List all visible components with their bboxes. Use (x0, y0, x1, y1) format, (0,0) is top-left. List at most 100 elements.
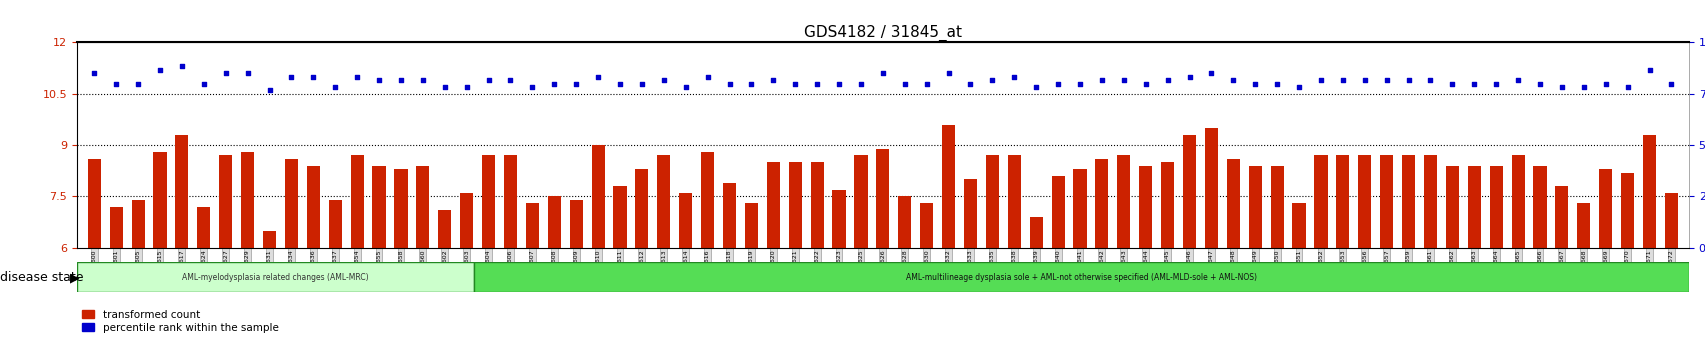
Point (124, 81, 152, 86)
Bar (483, 155, 494, 248)
Bar (109, 207, 123, 248)
Point (1395, 77, 1422, 83)
Point (1373, 77, 1400, 83)
Bar (416, 166, 430, 248)
Point (189, 81, 217, 86)
Point (1284, 84, 1311, 90)
Point (870, 70, 897, 76)
Bar (876, 149, 888, 248)
Bar (1313, 155, 1326, 248)
Bar (1664, 193, 1678, 248)
Bar (1466, 166, 1480, 248)
Point (1088, 77, 1115, 83)
Bar (329, 200, 341, 248)
Title: GDS4182 / 31845_at: GDS4182 / 31845_at (803, 25, 962, 41)
Point (957, 81, 984, 86)
Bar (1620, 172, 1633, 248)
Point (1132, 81, 1159, 86)
Point (1459, 81, 1487, 86)
Bar (788, 162, 801, 248)
Point (1591, 81, 1618, 86)
Point (1263, 81, 1291, 86)
Point (1241, 81, 1269, 86)
Point (322, 84, 350, 90)
Point (1504, 77, 1531, 83)
Bar (394, 169, 407, 248)
Point (585, 74, 612, 80)
Point (1306, 77, 1333, 83)
Bar (919, 203, 933, 248)
Point (847, 81, 875, 86)
Bar (1577, 203, 1589, 248)
Point (1328, 77, 1355, 83)
Point (1153, 77, 1180, 83)
Point (1415, 77, 1442, 83)
Bar (810, 162, 824, 248)
Point (759, 77, 786, 83)
Point (1350, 77, 1378, 83)
Bar (503, 155, 517, 248)
Point (1482, 81, 1509, 86)
Bar (679, 193, 692, 248)
Point (540, 81, 568, 86)
Bar (350, 155, 363, 248)
Point (627, 81, 655, 86)
Point (1066, 81, 1093, 86)
Point (431, 84, 459, 90)
Bar (723, 183, 735, 248)
Bar (218, 155, 232, 248)
Bar (963, 179, 977, 248)
Point (147, 67, 174, 73)
Bar (285, 159, 298, 248)
Point (365, 77, 392, 83)
Bar (1424, 155, 1436, 248)
Bar (1511, 155, 1524, 248)
Bar (941, 125, 955, 248)
Point (890, 81, 917, 86)
Point (1635, 67, 1662, 73)
Bar (1226, 159, 1240, 248)
Bar (1030, 217, 1042, 248)
Point (80, 70, 107, 76)
Bar (1598, 169, 1611, 248)
Bar (656, 155, 670, 248)
Point (803, 81, 830, 86)
Bar (131, 200, 145, 248)
Bar (525, 203, 539, 248)
Bar (745, 203, 757, 248)
Bar (372, 166, 385, 248)
Point (102, 81, 130, 86)
FancyBboxPatch shape (474, 262, 1688, 292)
Bar (240, 152, 254, 248)
Bar (153, 152, 167, 248)
Point (1437, 81, 1465, 86)
Point (169, 64, 196, 69)
Bar (766, 162, 779, 248)
Bar (1204, 128, 1217, 248)
Point (474, 77, 501, 83)
Point (1657, 81, 1685, 86)
Point (650, 77, 677, 83)
Point (825, 81, 852, 86)
Bar (1292, 203, 1304, 248)
Point (278, 74, 305, 80)
Bar (87, 159, 101, 248)
Point (979, 77, 1006, 83)
Point (1613, 84, 1640, 90)
Point (300, 74, 327, 80)
Point (672, 84, 699, 90)
Bar (1182, 135, 1195, 248)
Bar (1248, 166, 1262, 248)
Bar (1008, 155, 1020, 248)
Point (781, 81, 808, 86)
Point (409, 77, 436, 83)
Point (454, 84, 481, 90)
Bar (569, 200, 583, 248)
Point (694, 74, 721, 80)
Point (234, 70, 261, 76)
Text: AML-multilineage dysplasia sole + AML-not otherwise specified (AML-MLD-sole + AM: AML-multilineage dysplasia sole + AML-no… (905, 273, 1257, 281)
Point (496, 77, 523, 83)
Point (1001, 74, 1028, 80)
Text: ▶: ▶ (70, 272, 80, 284)
Bar (1050, 176, 1064, 248)
